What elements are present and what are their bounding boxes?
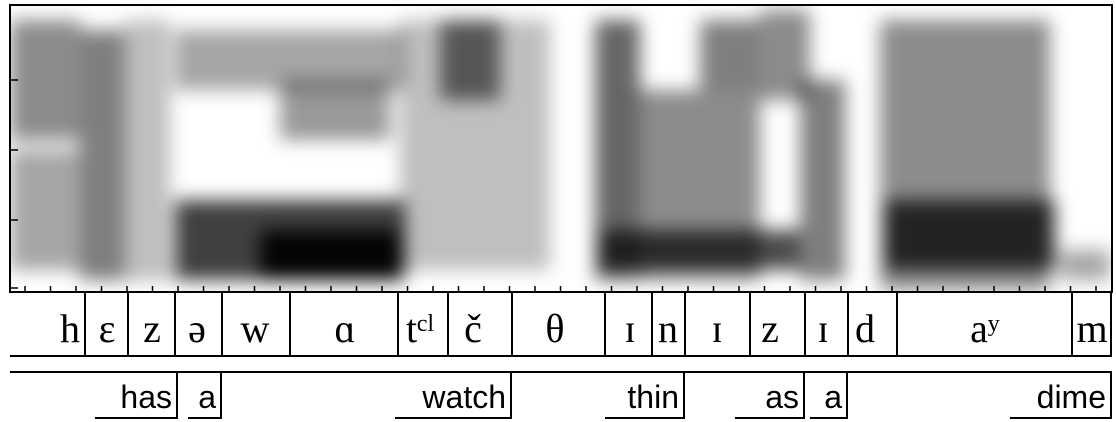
- ticks: [10, 79, 1097, 292]
- spectral-energy: [260, 230, 400, 280]
- word-box: [395, 372, 512, 419]
- spectral-energy: [80, 30, 125, 280]
- word-label: dime: [1037, 379, 1106, 415]
- word-label: a: [824, 379, 842, 415]
- phone-label: ə: [188, 306, 206, 351]
- word-label: has: [120, 379, 172, 415]
- spectral-energy: [125, 20, 170, 280]
- spectral-energy: [600, 230, 800, 270]
- word-box: [1010, 372, 1112, 419]
- spectral-energy: [10, 20, 80, 140]
- phone-label: θ: [545, 306, 564, 351]
- phone-label: h: [60, 306, 80, 351]
- word-box: [95, 372, 178, 419]
- phone-label: ɪ: [624, 306, 635, 351]
- spectral-energy: [280, 80, 390, 140]
- phone-label: z: [761, 306, 779, 351]
- spectral-energy: [800, 80, 845, 280]
- word-box: [188, 372, 222, 419]
- phone-label: ɪ: [711, 306, 722, 351]
- phone-label: ɛ: [99, 306, 116, 351]
- word-label: thin: [627, 379, 679, 415]
- spectrogram: [10, 10, 1110, 290]
- phone-label: č: [464, 306, 482, 351]
- word-box: [735, 372, 805, 419]
- word-label: as: [765, 379, 799, 415]
- phone-label: ɪ: [817, 306, 828, 351]
- word-box: [605, 372, 685, 419]
- phone-label: aʸ: [970, 306, 1000, 351]
- spectral-energy: [10, 150, 80, 270]
- phone-label: tᶜˡ: [406, 306, 434, 351]
- word-label: watch: [421, 379, 506, 415]
- phone-label: m: [1076, 306, 1107, 351]
- word-box: [810, 372, 848, 419]
- spectral-energy: [440, 20, 500, 100]
- phone-label: d: [855, 306, 875, 351]
- spectral-energy: [700, 20, 760, 90]
- spectral-energy: [885, 200, 1055, 270]
- phone-label: n: [658, 306, 678, 351]
- phone-label: z: [143, 306, 161, 351]
- phone-label: w: [241, 306, 270, 351]
- phone-label: ɑ: [335, 306, 356, 351]
- word-label: a: [198, 379, 216, 415]
- spectral-energy: [1060, 250, 1110, 280]
